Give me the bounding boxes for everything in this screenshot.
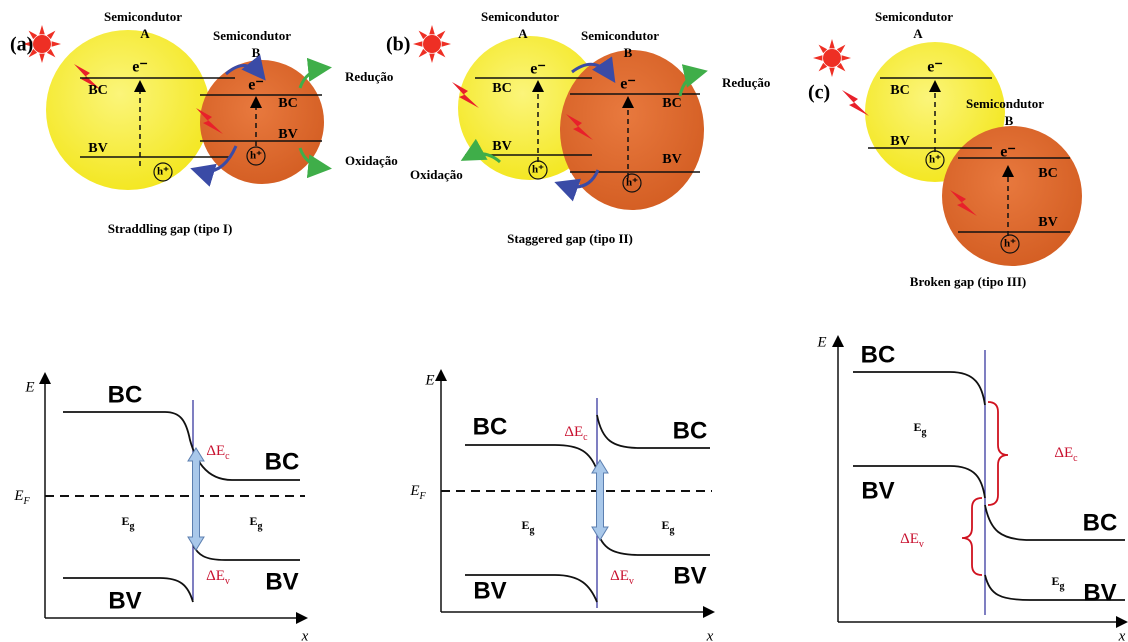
sun [423, 35, 441, 53]
band-label: BV [861, 477, 894, 504]
semiconductor-a [46, 30, 210, 190]
delta-c-label-sub: c [583, 432, 588, 443]
delta-v-label-sub: v [225, 576, 230, 587]
delta-v-label-sub: v [629, 576, 634, 587]
band-label: BC [662, 96, 681, 111]
gap-label-sub: g [130, 521, 135, 532]
caption: Straddling gap (tipo I) [108, 221, 233, 236]
band-label: BV [88, 141, 107, 156]
semiconductor-a-title: Semicondutor [875, 9, 953, 24]
band-label: BC [278, 96, 297, 111]
delta-c-label-sub: c [1073, 453, 1078, 464]
band-label: BV [1038, 215, 1057, 230]
caption: Staggered gap (tipo II) [507, 231, 633, 246]
semiconductor-a-title: Semicondutor [481, 9, 559, 24]
delta-c-label-main: ΔE [564, 424, 583, 440]
reaction: Redução [722, 75, 770, 90]
electron: e⁻ [248, 77, 264, 94]
reaction: Oxidação [410, 167, 463, 182]
hole: h⁺ [929, 154, 941, 166]
x-axis-label: x [706, 628, 714, 642]
band-label: BV [278, 127, 297, 142]
delta-v-label-main: ΔE [206, 568, 225, 584]
fermi-label-main: E [409, 483, 419, 499]
band-label: BV [1083, 579, 1116, 606]
band-label: BV [673, 562, 706, 589]
delta-c-label-sub: c [225, 451, 230, 462]
band-label: BV [473, 577, 506, 604]
delta-v-label-main: ΔE [900, 531, 919, 547]
band-label: BC [1083, 509, 1118, 536]
hole: h⁺ [250, 150, 262, 162]
gap-label-sub: g [670, 525, 675, 536]
electron: e⁻ [132, 59, 148, 76]
band-label: BV [265, 568, 298, 595]
figure: (a) Semicondutor A Semicondutor Be⁻ e⁻ h⁺ h⁺ BC B… [0, 0, 1128, 642]
hole: h⁺ [1004, 238, 1016, 250]
gap-label-sub: g [922, 427, 927, 438]
band-label: BV [662, 152, 681, 167]
semiconductor-b-title: Semicondutor [581, 28, 659, 43]
delta-c-label-main: ΔE [206, 443, 225, 459]
fermi-label-main: E [13, 488, 23, 504]
gap-label-main: E [121, 514, 129, 528]
band-label: BC [492, 81, 511, 96]
hole: h⁺ [626, 177, 638, 189]
panel-label: (b) [386, 34, 410, 56]
x-axis-label: x [1118, 628, 1126, 642]
gap-label-main: E [521, 518, 529, 532]
electron: e⁻ [530, 61, 546, 78]
gap-label-main: E [661, 518, 669, 532]
fermi-label-sub: F [419, 491, 427, 502]
reaction: Redução [345, 69, 393, 84]
band-label: BC [473, 413, 508, 440]
band-label: BV [492, 139, 511, 154]
panel-label: (c) [808, 82, 830, 104]
band-label: BC [265, 448, 300, 475]
band-label: BC [88, 83, 107, 98]
gap-label-main: E [913, 420, 921, 434]
semiconductor-a-letter: A [140, 26, 150, 41]
band-label: BC [890, 83, 909, 98]
delta-v-label-sub: v [919, 539, 924, 550]
semiconductor-b-title: Semicondutor [213, 28, 291, 43]
panel-label: (a) [10, 34, 33, 56]
semiconductor-a-title: Semicondutor [104, 9, 182, 24]
semiconductor-a-letter: A [913, 26, 923, 41]
electron: e⁻ [1000, 144, 1016, 161]
semiconductor-b-title: Semicondutor [966, 96, 1044, 111]
band-label: BV [108, 587, 141, 614]
electron: e⁻ [927, 59, 943, 76]
band-label: BC [108, 381, 143, 408]
band-label: BC [673, 417, 708, 444]
gap-label-sub: g [1060, 581, 1065, 592]
semiconductor-b-letter: B [624, 45, 633, 60]
semiconductor-b-letter: B [1005, 113, 1014, 128]
gap-label-sub: g [258, 521, 263, 532]
delta-c-label-main: ΔE [1054, 445, 1073, 461]
electron: e⁻ [620, 76, 636, 93]
sun [823, 49, 841, 67]
sun [33, 35, 51, 53]
hole: h⁺ [157, 166, 169, 178]
band-label: BC [861, 341, 896, 368]
delta-v-label-main: ΔE [610, 568, 629, 584]
reaction: Oxidação [345, 153, 398, 168]
x-axis-label: x [301, 628, 309, 642]
band-label: BV [890, 134, 909, 149]
gap-label-sub: g [530, 525, 535, 536]
hole: h⁺ [532, 164, 544, 176]
fermi-label-sub: F [23, 496, 31, 507]
y-axis-label: E [24, 379, 34, 395]
semiconductor-b-letter: B [252, 45, 261, 60]
y-axis-label: E [424, 372, 434, 388]
y-axis-label: E [816, 334, 826, 350]
gap-label-main: E [249, 514, 257, 528]
band-label: BC [1038, 166, 1057, 181]
caption: Broken gap (tipo III) [910, 274, 1026, 289]
gap-label-main: E [1051, 574, 1059, 588]
semiconductor-a-letter: A [518, 26, 528, 41]
